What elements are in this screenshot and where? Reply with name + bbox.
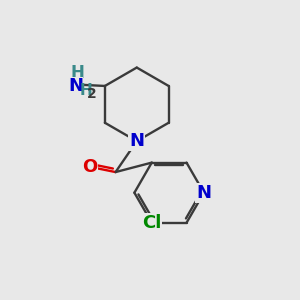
Text: N: N [129,132,144,150]
Text: H: H [80,83,92,98]
Text: N: N [196,184,211,202]
Text: H: H [70,64,84,82]
Text: N: N [68,77,83,95]
Text: O: O [82,158,97,176]
Text: Cl: Cl [142,214,161,232]
Text: 2: 2 [87,87,97,101]
